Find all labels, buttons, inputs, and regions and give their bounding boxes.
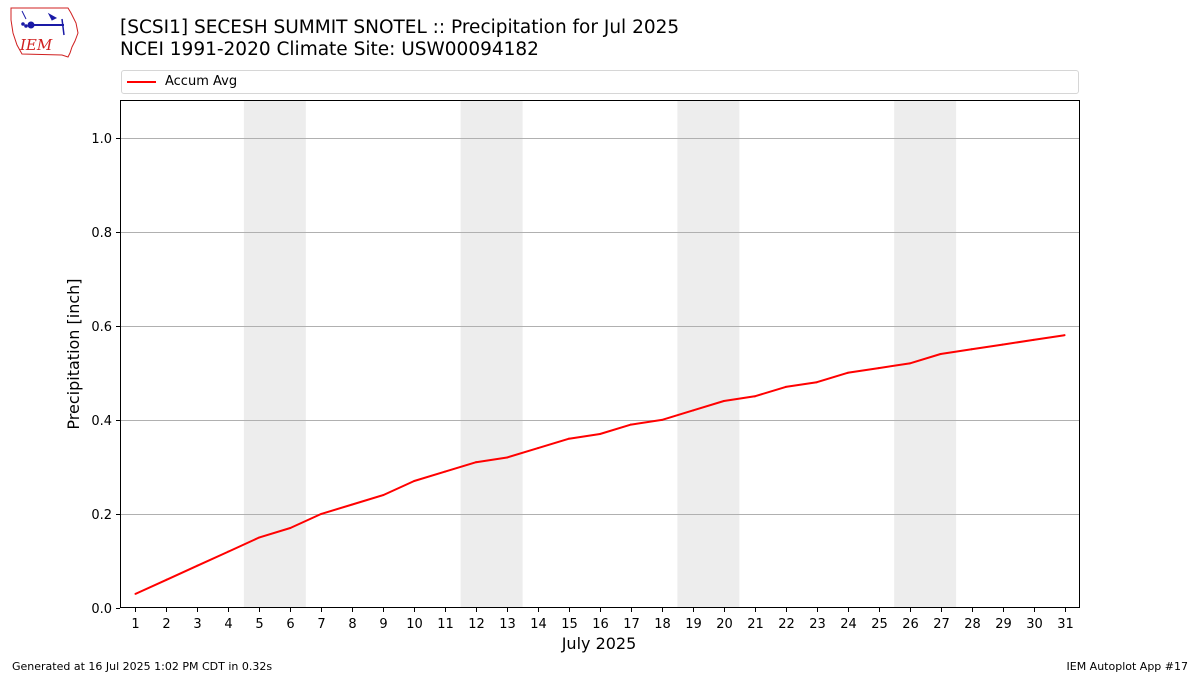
data-point xyxy=(908,362,911,365)
data-point xyxy=(537,447,540,450)
y-tick-label: 0.2 xyxy=(91,508,112,523)
y-tick-label: 1.0 xyxy=(91,132,112,147)
x-tick-label: 25 xyxy=(871,617,888,632)
x-tick-label: 21 xyxy=(747,617,764,632)
series-layer xyxy=(134,334,1066,595)
weekend-band xyxy=(677,100,740,608)
data-point xyxy=(753,395,756,398)
x-tick-label: 4 xyxy=(224,617,232,632)
x-tick-label: 5 xyxy=(255,617,263,632)
x-tick-label: 30 xyxy=(1026,617,1043,632)
x-tick-label: 22 xyxy=(778,617,795,632)
logo-text: IEM xyxy=(19,36,53,54)
data-point xyxy=(877,367,880,370)
data-point xyxy=(1001,343,1004,346)
iowa-outline-icon xyxy=(10,7,79,58)
x-tick-label: 28 xyxy=(964,617,981,632)
data-point xyxy=(691,409,694,412)
data-point xyxy=(227,550,230,553)
x-tick-label: 8 xyxy=(348,617,356,632)
data-point xyxy=(1032,338,1035,341)
x-tick-label: 11 xyxy=(437,617,454,632)
y-axis-label: Precipitation [inch] xyxy=(64,278,83,429)
x-tick-label: 2 xyxy=(162,617,170,632)
x-tick-label: 12 xyxy=(468,617,485,632)
x-tick-label: 23 xyxy=(809,617,826,632)
y-tick-label: 0.8 xyxy=(91,226,112,241)
data-point xyxy=(599,432,601,435)
y-tick-label: 0.4 xyxy=(91,414,112,429)
weekend-band xyxy=(243,100,306,608)
x-tick-label: 6 xyxy=(286,617,294,632)
data-point xyxy=(660,418,663,421)
x-tick-label: 17 xyxy=(623,617,640,632)
legend: Accum Avg xyxy=(121,70,1079,94)
data-point xyxy=(165,578,168,581)
x-tick-label: 27 xyxy=(933,617,950,632)
iem-logo: IEM xyxy=(10,7,79,58)
data-point xyxy=(970,348,973,351)
x-tick-label: 20 xyxy=(716,617,733,632)
data-point xyxy=(939,353,942,355)
data-point xyxy=(629,423,632,426)
data-point xyxy=(568,437,571,440)
data-point xyxy=(289,527,292,530)
data-point xyxy=(258,536,261,539)
x-tick-label: 10 xyxy=(406,617,423,632)
chart-title-line1: [SCSI1] SECESH SUMMIT SNOTEL :: Precipit… xyxy=(120,17,680,38)
data-point xyxy=(134,592,137,595)
chart-title-line2: NCEI 1991-2020 Climate Site: USW00094182 xyxy=(120,39,539,60)
x-tick-label: 9 xyxy=(379,617,387,632)
x-tick-label: 15 xyxy=(561,617,578,632)
data-point xyxy=(320,512,323,515)
x-axis-label: July 2025 xyxy=(561,634,637,653)
data-point xyxy=(413,480,416,482)
data-point xyxy=(475,461,478,464)
x-tick-label: 26 xyxy=(902,617,919,632)
x-tick-label: 13 xyxy=(499,617,516,632)
weekend-band xyxy=(460,100,523,608)
y-axis: 0.0 0.2 0.4 0.6 0.8 1.0 xyxy=(91,132,120,617)
weekend-bands xyxy=(243,100,957,608)
data-point xyxy=(196,564,199,567)
x-tick-label: 24 xyxy=(840,617,857,632)
x-tick-label: 3 xyxy=(193,617,201,632)
x-tick-label: 16 xyxy=(592,617,609,632)
legend-swatch-accum-avg xyxy=(127,81,156,83)
x-tick-label: 7 xyxy=(317,617,325,632)
x-tick-label: 31 xyxy=(1057,617,1074,632)
data-point xyxy=(382,494,385,497)
data-point xyxy=(506,456,509,459)
data-point xyxy=(815,381,818,384)
x-tick-label: 19 xyxy=(685,617,702,632)
y-tick-label: 0.6 xyxy=(91,320,112,335)
data-point xyxy=(351,503,354,506)
y-tick-label: 0.0 xyxy=(91,602,112,617)
chart-title: [SCSI1] SECESH SUMMIT SNOTEL :: Precipit… xyxy=(120,17,679,61)
footer-generated: Generated at 16 Jul 2025 1:02 PM CDT in … xyxy=(12,660,273,673)
plot-area-frame xyxy=(120,100,1080,608)
data-point xyxy=(846,371,849,374)
x-tick-label: 14 xyxy=(530,617,547,632)
footer-app: IEM Autoplot App #17 xyxy=(1066,660,1189,673)
weather-station-icon xyxy=(21,10,65,36)
data-point xyxy=(1063,334,1066,337)
x-tick-label: 18 xyxy=(654,617,671,632)
data-point xyxy=(784,385,787,388)
data-point xyxy=(722,400,725,403)
x-axis: 1 2 3 4 5 6 7 8 9 10 11 12 13 14 15 16 17 18 19 20 21 22 23 24 2… xyxy=(131,608,1074,632)
legend-label-accum-avg: Accum Avg xyxy=(165,74,238,89)
grid-lines xyxy=(120,138,1080,515)
x-tick-label: 29 xyxy=(995,617,1012,632)
x-tick-label: 1 xyxy=(131,617,139,632)
data-point xyxy=(444,470,447,473)
